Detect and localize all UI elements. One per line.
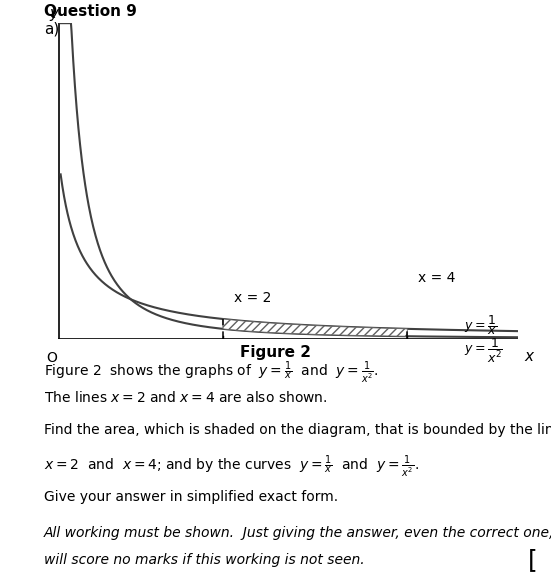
Text: $y = \dfrac{1}{x^2}$: $y = \dfrac{1}{x^2}$ bbox=[464, 337, 504, 365]
Text: $y = \dfrac{1}{x}$: $y = \dfrac{1}{x}$ bbox=[464, 313, 498, 338]
Text: Question 9: Question 9 bbox=[44, 4, 137, 19]
Text: x: x bbox=[525, 349, 533, 364]
Text: a): a) bbox=[44, 21, 60, 36]
Text: All working must be shown.  Just giving the answer, even the correct one,: All working must be shown. Just giving t… bbox=[44, 526, 551, 540]
Text: The lines $x = 2$ and $x = 4$ are also shown.: The lines $x = 2$ and $x = 4$ are also s… bbox=[44, 390, 328, 405]
Text: $x = 2$  and  $x = 4$; and by the curves  $y = \frac{1}{x}$  and  $y = \frac{1}{: $x = 2$ and $x = 4$; and by the curves $… bbox=[44, 453, 419, 479]
Text: will score no marks if this working is not seen.: will score no marks if this working is n… bbox=[44, 553, 365, 567]
Text: x = 2: x = 2 bbox=[234, 291, 271, 305]
Text: Figure 2: Figure 2 bbox=[240, 345, 311, 360]
Text: y: y bbox=[50, 6, 58, 21]
Text: x = 4: x = 4 bbox=[418, 272, 456, 285]
Text: Figure 2  shows the graphs of  $y = \frac{1}{x}$  and  $y = \frac{1}{x^2}$.: Figure 2 shows the graphs of $y = \frac{… bbox=[44, 360, 379, 386]
Text: Give your answer in simplified exact form.: Give your answer in simplified exact for… bbox=[44, 490, 338, 504]
Text: O: O bbox=[46, 350, 57, 365]
Text: Find the area, which is shaded on the diagram, that is bounded by the lines: Find the area, which is shaded on the di… bbox=[44, 423, 551, 437]
Text: [: [ bbox=[527, 548, 537, 572]
